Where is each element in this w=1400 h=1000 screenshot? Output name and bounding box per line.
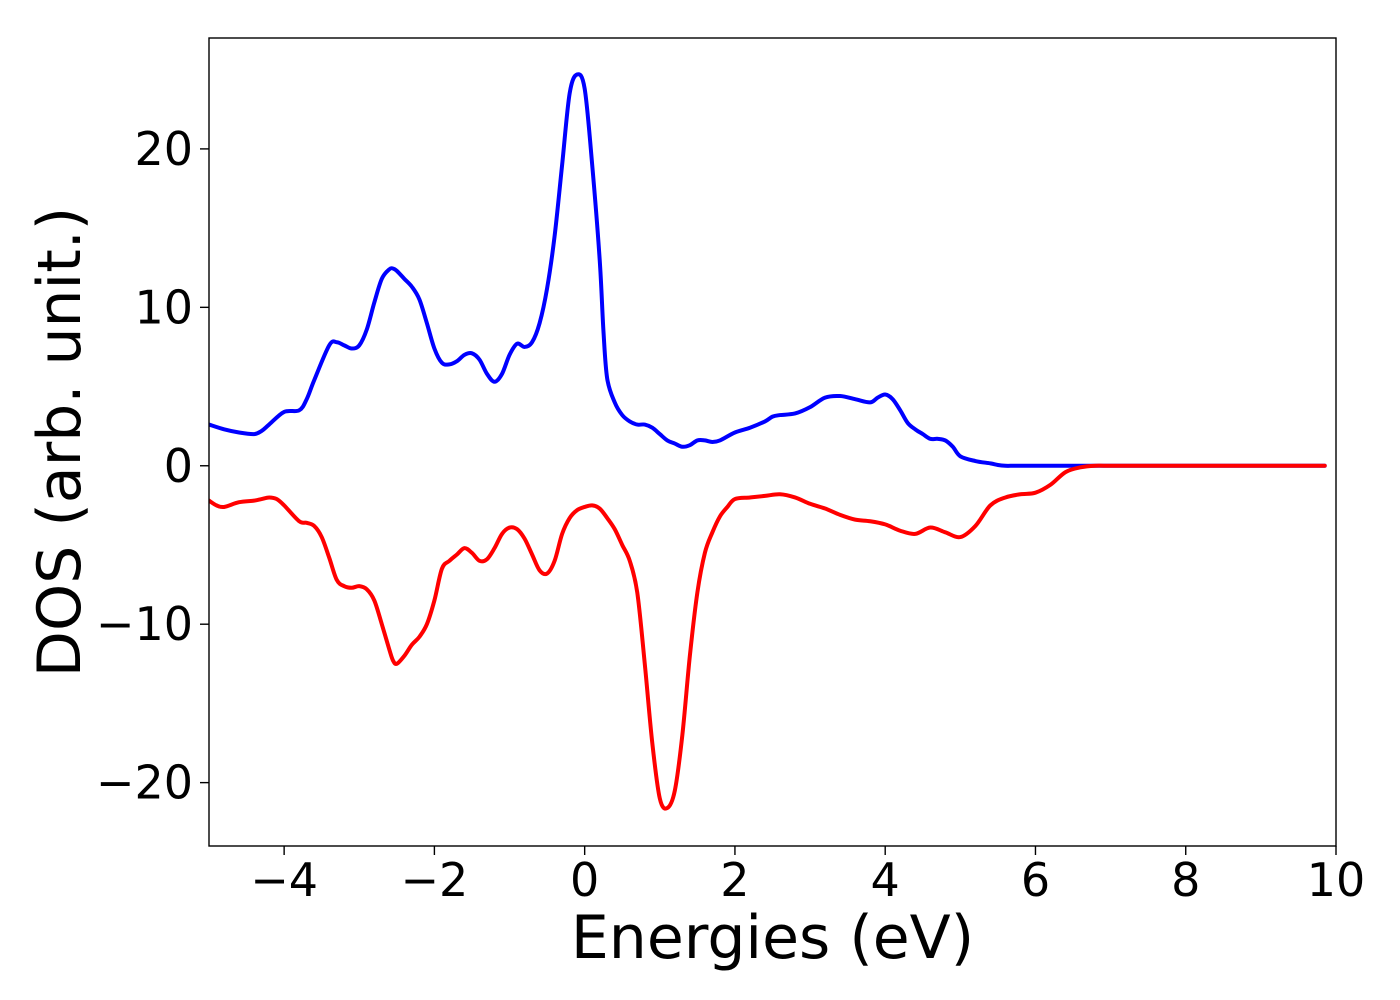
x-tick-label: 10 <box>1307 853 1366 907</box>
x-tick-label: 0 <box>570 853 599 907</box>
y-tick-label: −10 <box>96 597 193 651</box>
series-layer <box>209 72 1327 811</box>
x-axis: −4 −2 0 2 4 6 8 10 <box>250 846 1365 907</box>
series-line-1 <box>209 463 1327 811</box>
plot-frame <box>208 37 1337 847</box>
x-tick-label: 8 <box>1171 853 1200 907</box>
x-tick-label: −2 <box>400 853 468 907</box>
y-tick-label: −20 <box>96 756 193 810</box>
y-axis: −20 −10 0 10 20 <box>96 122 209 810</box>
y-tick-label: 0 <box>164 439 193 493</box>
x-axis-label: Energies (eV) <box>571 903 974 973</box>
x-tick-label: 4 <box>871 853 900 907</box>
x-tick-label: 2 <box>720 853 749 907</box>
y-tick-label: 20 <box>134 122 193 176</box>
series-line-0 <box>209 72 1327 468</box>
y-axis-label: DOS (arb. unit.) <box>25 207 95 677</box>
x-tick-label: −4 <box>250 853 318 907</box>
x-tick-label: 6 <box>1021 853 1050 907</box>
y-tick-label: 10 <box>134 280 193 334</box>
